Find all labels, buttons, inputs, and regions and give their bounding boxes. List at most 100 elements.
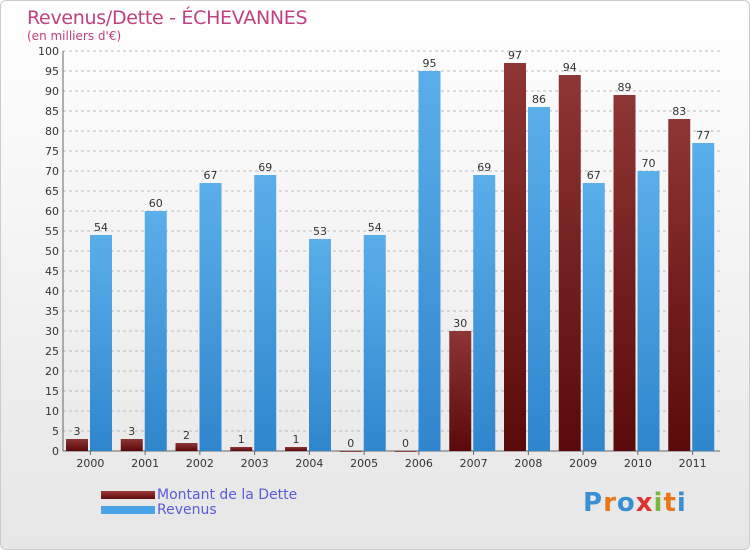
y-tick-label: 10 <box>45 405 59 418</box>
y-tick-label: 30 <box>45 325 59 338</box>
y-tick-label: 25 <box>45 345 59 358</box>
proxiti-logo: Proxiti <box>583 488 687 518</box>
y-tick-label: 5 <box>52 425 59 438</box>
data-label-debt: 0 <box>347 437 354 450</box>
bar-debt <box>394 451 417 452</box>
y-tick-label: 85 <box>45 105 59 118</box>
bar-debt <box>558 75 581 451</box>
legend-swatch-debt <box>101 490 155 499</box>
bar-revenue <box>692 143 715 451</box>
data-label-revenue: 70 <box>642 157 656 170</box>
bar-revenue <box>473 175 496 451</box>
y-tick-label: 0 <box>52 445 59 458</box>
legend-item-debt: Montant de la Dette <box>101 486 298 503</box>
y-tick-label: 55 <box>45 225 59 238</box>
y-tick-label: 15 <box>45 385 59 398</box>
bar-debt <box>285 447 307 451</box>
bar-revenue <box>90 235 112 451</box>
data-label-revenue: 60 <box>149 197 163 210</box>
y-tick-label: 95 <box>45 65 59 78</box>
bar-revenue <box>582 183 605 451</box>
legend-label-revenue: Revenus <box>157 501 217 518</box>
bar-revenue <box>309 239 331 451</box>
x-tick-label: 2010 <box>624 457 652 470</box>
bar-debt <box>230 447 253 451</box>
logo-letter: i <box>676 488 687 518</box>
bar-debt <box>66 439 88 451</box>
x-tick-label: 2003 <box>241 457 269 470</box>
bar-debt <box>449 331 472 451</box>
bar-debt <box>504 63 526 451</box>
data-label-debt: 2 <box>183 429 190 442</box>
y-tick-label: 60 <box>45 205 59 218</box>
legend: Montant de la Dette Revenus <box>101 486 298 518</box>
y-tick-label: 70 <box>45 165 59 178</box>
x-tick-label: 2008 <box>514 457 542 470</box>
logo-letter: r <box>603 488 617 518</box>
y-tick-label: 40 <box>45 285 59 298</box>
bar-revenue <box>199 183 222 451</box>
data-label-debt: 30 <box>453 317 467 330</box>
y-tick-label: 35 <box>45 305 59 318</box>
x-tick-label: 2004 <box>295 457 323 470</box>
x-tick-label: 2005 <box>350 457 378 470</box>
bar-revenue <box>637 171 660 451</box>
chart-title: Revenus/Dette - ÉCHEVANNES <box>27 7 308 29</box>
chart-subtitle: (en milliers d'€) <box>27 29 122 43</box>
data-label-debt: 83 <box>672 105 686 118</box>
x-tick-label: 2002 <box>186 457 214 470</box>
logo-letter: P <box>583 488 604 518</box>
data-label-revenue: 86 <box>532 93 546 106</box>
y-tick-label: 100 <box>38 45 59 58</box>
y-tick-label: 45 <box>45 265 59 278</box>
data-label-revenue: 54 <box>368 221 382 234</box>
data-label-revenue: 67 <box>587 169 601 182</box>
logo-letter: i <box>653 488 664 518</box>
bar-revenue <box>363 235 386 451</box>
y-tick-label: 90 <box>45 85 59 98</box>
bar-revenue <box>418 71 441 451</box>
data-label-revenue: 54 <box>94 221 108 234</box>
data-label-debt: 94 <box>563 61 577 74</box>
data-label-revenue: 69 <box>477 161 491 174</box>
data-label-debt: 0 <box>402 437 409 450</box>
y-tick-label: 65 <box>45 185 59 198</box>
logo-letter: o <box>616 488 636 518</box>
legend-label-debt: Montant de la Dette <box>157 486 298 503</box>
x-tick-label: 2011 <box>679 457 707 470</box>
data-label-debt: 97 <box>508 49 522 62</box>
bar-debt <box>120 439 143 451</box>
x-tick-label: 2007 <box>460 457 488 470</box>
x-tick-label: 2009 <box>569 457 597 470</box>
bar-debt <box>175 443 198 451</box>
bar-revenue <box>528 107 550 451</box>
data-label-debt: 1 <box>293 433 300 446</box>
logo-letter: t <box>663 488 677 518</box>
bar-debt <box>339 451 362 452</box>
data-label-debt: 89 <box>618 81 632 94</box>
bar-debt <box>613 95 636 451</box>
legend-swatch-revenue <box>101 505 155 514</box>
x-tick-label: 2000 <box>76 457 104 470</box>
data-label-revenue: 77 <box>696 129 710 142</box>
data-label-revenue: 69 <box>258 161 272 174</box>
y-tick-label: 75 <box>45 145 59 158</box>
legend-item-revenue: Revenus <box>101 501 297 518</box>
y-tick-label: 20 <box>45 365 59 378</box>
data-label-debt: 3 <box>128 425 135 438</box>
data-label-debt: 3 <box>74 425 81 438</box>
x-tick-label: 2001 <box>131 457 159 470</box>
bar-debt <box>668 119 691 451</box>
x-tick-label: 2006 <box>405 457 433 470</box>
y-tick-label: 50 <box>45 245 59 258</box>
data-label-revenue: 95 <box>423 57 437 70</box>
data-label-debt: 1 <box>238 433 245 446</box>
y-tick-label: 80 <box>45 125 59 138</box>
bar-revenue <box>254 175 277 451</box>
logo-letter: x <box>635 488 654 518</box>
data-label-revenue: 53 <box>313 225 327 238</box>
bar-revenue <box>144 211 167 451</box>
data-label-revenue: 67 <box>204 169 218 182</box>
